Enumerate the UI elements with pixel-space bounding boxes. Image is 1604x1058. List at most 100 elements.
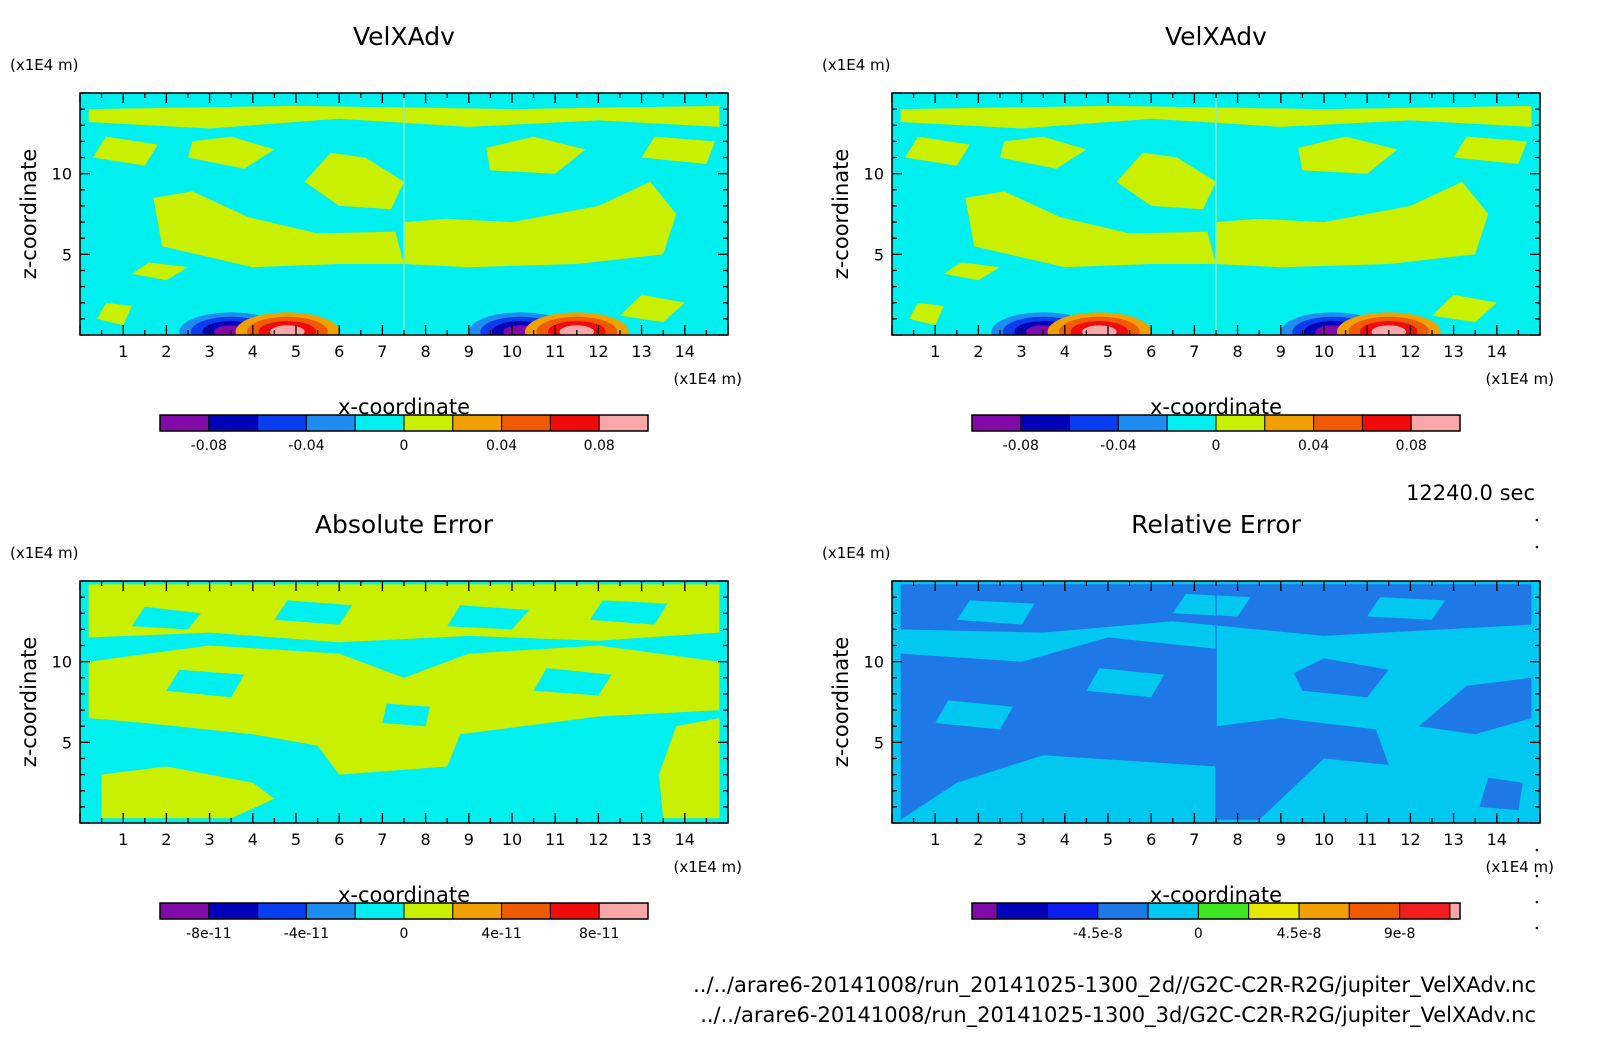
colorbar-label: 0.08 bbox=[584, 438, 615, 454]
contour-region bbox=[658, 718, 720, 819]
colorbar-swatch bbox=[403, 414, 454, 432]
colorbar-swatch bbox=[257, 414, 307, 432]
contour-region bbox=[1086, 668, 1165, 698]
colorbar-label: 4e-11 bbox=[481, 926, 521, 942]
x-tick-label: 6 bbox=[1146, 342, 1156, 361]
x-tick-label: 4 bbox=[1060, 830, 1070, 849]
margin-dot bbox=[1535, 926, 1539, 930]
panel-p3: Absolute Error(x1E4 m)(x1E4 m)x-coordina… bbox=[10, 510, 742, 942]
colorbar-swatch bbox=[1117, 414, 1168, 432]
contour-field bbox=[892, 93, 1540, 335]
x-tick-label: 7 bbox=[377, 830, 387, 849]
x-tick-label: 1 bbox=[930, 830, 940, 849]
x-tick-label: 4 bbox=[248, 342, 258, 361]
x-tick-label: 2 bbox=[973, 830, 983, 849]
x-tick-label: 1 bbox=[930, 342, 940, 361]
colorbar-swatch bbox=[305, 414, 356, 432]
colorbar-label: -0.08 bbox=[191, 438, 227, 454]
contour-field bbox=[80, 581, 728, 823]
contour-field bbox=[892, 581, 1540, 823]
contour-region bbox=[1453, 136, 1527, 164]
x-tick-label: 14 bbox=[675, 830, 695, 849]
x-tick-label: 13 bbox=[1443, 342, 1463, 361]
x-tick-label: 13 bbox=[1443, 830, 1463, 849]
x-tick-label: 7 bbox=[377, 342, 387, 361]
x-tick-label: 8 bbox=[1233, 830, 1243, 849]
contour-region bbox=[1293, 658, 1389, 698]
x-tick-label: 2 bbox=[161, 830, 171, 849]
x-tick-label: 1 bbox=[118, 342, 128, 361]
colorbar-label: 0 bbox=[1212, 438, 1221, 454]
x-tick-label: 12 bbox=[588, 830, 608, 849]
x-tick-label: 6 bbox=[334, 342, 344, 361]
x-unit-label: (x1E4 m) bbox=[673, 858, 742, 876]
x-tick-label: 7 bbox=[1189, 342, 1199, 361]
colorbar-swatch bbox=[1097, 902, 1149, 920]
colorbar-swatch bbox=[208, 902, 259, 920]
x-tick-label: 11 bbox=[545, 342, 565, 361]
contour-region bbox=[1116, 781, 1178, 807]
colorbar-swatch bbox=[305, 902, 356, 920]
colorbar-label: 0.08 bbox=[1396, 438, 1427, 454]
x-tick-label: 12 bbox=[1400, 342, 1420, 361]
contour-region bbox=[965, 191, 1216, 268]
panel-title: Absolute Error bbox=[315, 510, 494, 539]
colorbar: -0.08 -0.04 0 0.04 0.08 bbox=[971, 414, 1461, 454]
contour-region bbox=[589, 600, 668, 625]
contour-region bbox=[166, 669, 245, 698]
colorbar-swatch bbox=[1197, 902, 1250, 920]
contour-region bbox=[88, 584, 720, 643]
colorbar: -4.5e-8 0 4.5e-8 9e-8 bbox=[971, 902, 1461, 942]
colorbar-swatch bbox=[403, 902, 454, 920]
colorbar-swatch bbox=[549, 414, 600, 432]
contour-region bbox=[943, 262, 1000, 281]
colorbar-swatch bbox=[159, 902, 210, 920]
contour-region bbox=[1298, 136, 1398, 174]
colorbar-swatch bbox=[1348, 902, 1401, 920]
x-tick-label: 9 bbox=[464, 342, 474, 361]
panel-p4: Relative Error(x1E4 m)(x1E4 m)x-coordina… bbox=[822, 510, 1554, 942]
colorbar-swatch bbox=[971, 902, 998, 920]
y-tick-label: 10 bbox=[52, 165, 72, 184]
colorbar-swatch bbox=[598, 902, 649, 920]
y-tick-label: 10 bbox=[864, 653, 884, 672]
colorbar-swatch bbox=[1264, 414, 1315, 432]
extremum-contour bbox=[270, 325, 305, 335]
colorbar: -8e-11 -4e-11 0 4e-11 8e-11 bbox=[159, 902, 649, 942]
colorbar-swatch bbox=[1361, 414, 1412, 432]
x-tick-label: 4 bbox=[248, 830, 258, 849]
y-tick-label: 5 bbox=[874, 245, 884, 264]
colorbar-swatch bbox=[549, 902, 600, 920]
contour-region bbox=[620, 294, 685, 323]
colorbar-swatch bbox=[1147, 902, 1199, 920]
contour-region bbox=[382, 703, 430, 727]
contour-region bbox=[1479, 777, 1523, 811]
x-tick-label: 14 bbox=[675, 342, 695, 361]
contour-region bbox=[956, 600, 1035, 625]
y-unit-label: (x1E4 m) bbox=[10, 56, 79, 74]
x-tick-label: 8 bbox=[1233, 342, 1243, 361]
y-unit-label: (x1E4 m) bbox=[822, 544, 891, 562]
y-tick-label: 10 bbox=[52, 653, 72, 672]
colorbar-swatch bbox=[159, 414, 210, 432]
colorbar-frame bbox=[971, 902, 1461, 920]
colorbar-swatch bbox=[971, 414, 1022, 432]
contour-region bbox=[93, 136, 158, 166]
colorbar-label: -0.08 bbox=[1003, 438, 1039, 454]
colorbar-swatch bbox=[1069, 414, 1119, 432]
colorbar-swatch bbox=[501, 902, 551, 920]
contour-region bbox=[304, 152, 404, 210]
x-tick-label: 5 bbox=[1103, 830, 1113, 849]
colorbar-swatch bbox=[996, 902, 1048, 920]
contour-region bbox=[1216, 718, 1389, 820]
x-tick-label: 8 bbox=[421, 342, 431, 361]
colorbar-label: 9e-8 bbox=[1384, 926, 1415, 942]
y-axis-label: z-coordinate bbox=[17, 149, 41, 280]
x-tick-label: 11 bbox=[1357, 830, 1377, 849]
contour-region bbox=[404, 181, 677, 268]
colorbar-swatch bbox=[257, 902, 307, 920]
contour-region bbox=[1367, 597, 1445, 620]
x-tick-label: 10 bbox=[502, 342, 522, 361]
footer-file-3d: ../../arare6-20141008/run_20141025-1300_… bbox=[700, 1003, 1536, 1028]
x-tick-label: 5 bbox=[291, 830, 301, 849]
